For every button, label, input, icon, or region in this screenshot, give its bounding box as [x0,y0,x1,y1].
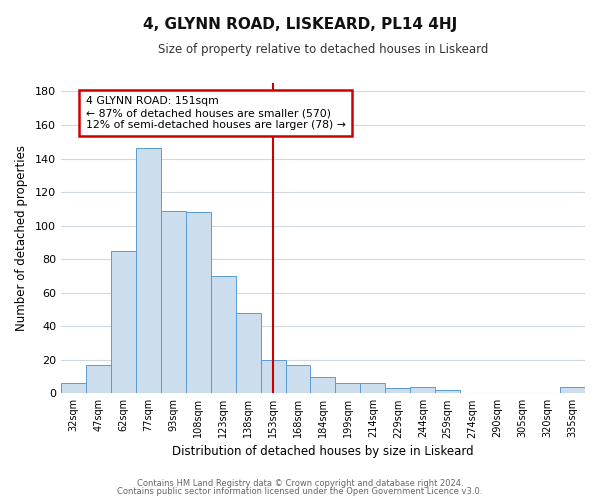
Text: Contains HM Land Registry data © Crown copyright and database right 2024.: Contains HM Land Registry data © Crown c… [137,478,463,488]
Bar [161,210,186,394]
Text: 4, GLYNN ROAD, LISKEARD, PL14 4HJ: 4, GLYNN ROAD, LISKEARD, PL14 4HJ [143,18,457,32]
Bar [260,360,286,394]
Bar [335,384,361,394]
Bar [435,390,460,394]
Bar [186,212,211,394]
Bar [86,365,111,394]
Bar [61,384,86,394]
Bar [236,313,260,394]
Bar [136,148,161,394]
Text: Contains public sector information licensed under the Open Government Licence v3: Contains public sector information licen… [118,487,482,496]
Bar [385,388,410,394]
Y-axis label: Number of detached properties: Number of detached properties [15,145,28,331]
Bar [211,276,236,394]
Text: 4 GLYNN ROAD: 151sqm
← 87% of detached houses are smaller (570)
12% of semi-deta: 4 GLYNN ROAD: 151sqm ← 87% of detached h… [86,96,346,130]
Title: Size of property relative to detached houses in Liskeard: Size of property relative to detached ho… [158,42,488,56]
Bar [286,365,310,394]
Bar [560,386,585,394]
X-axis label: Distribution of detached houses by size in Liskeard: Distribution of detached houses by size … [172,444,474,458]
Bar [310,376,335,394]
Bar [410,386,435,394]
Bar [111,251,136,394]
Bar [361,384,385,394]
